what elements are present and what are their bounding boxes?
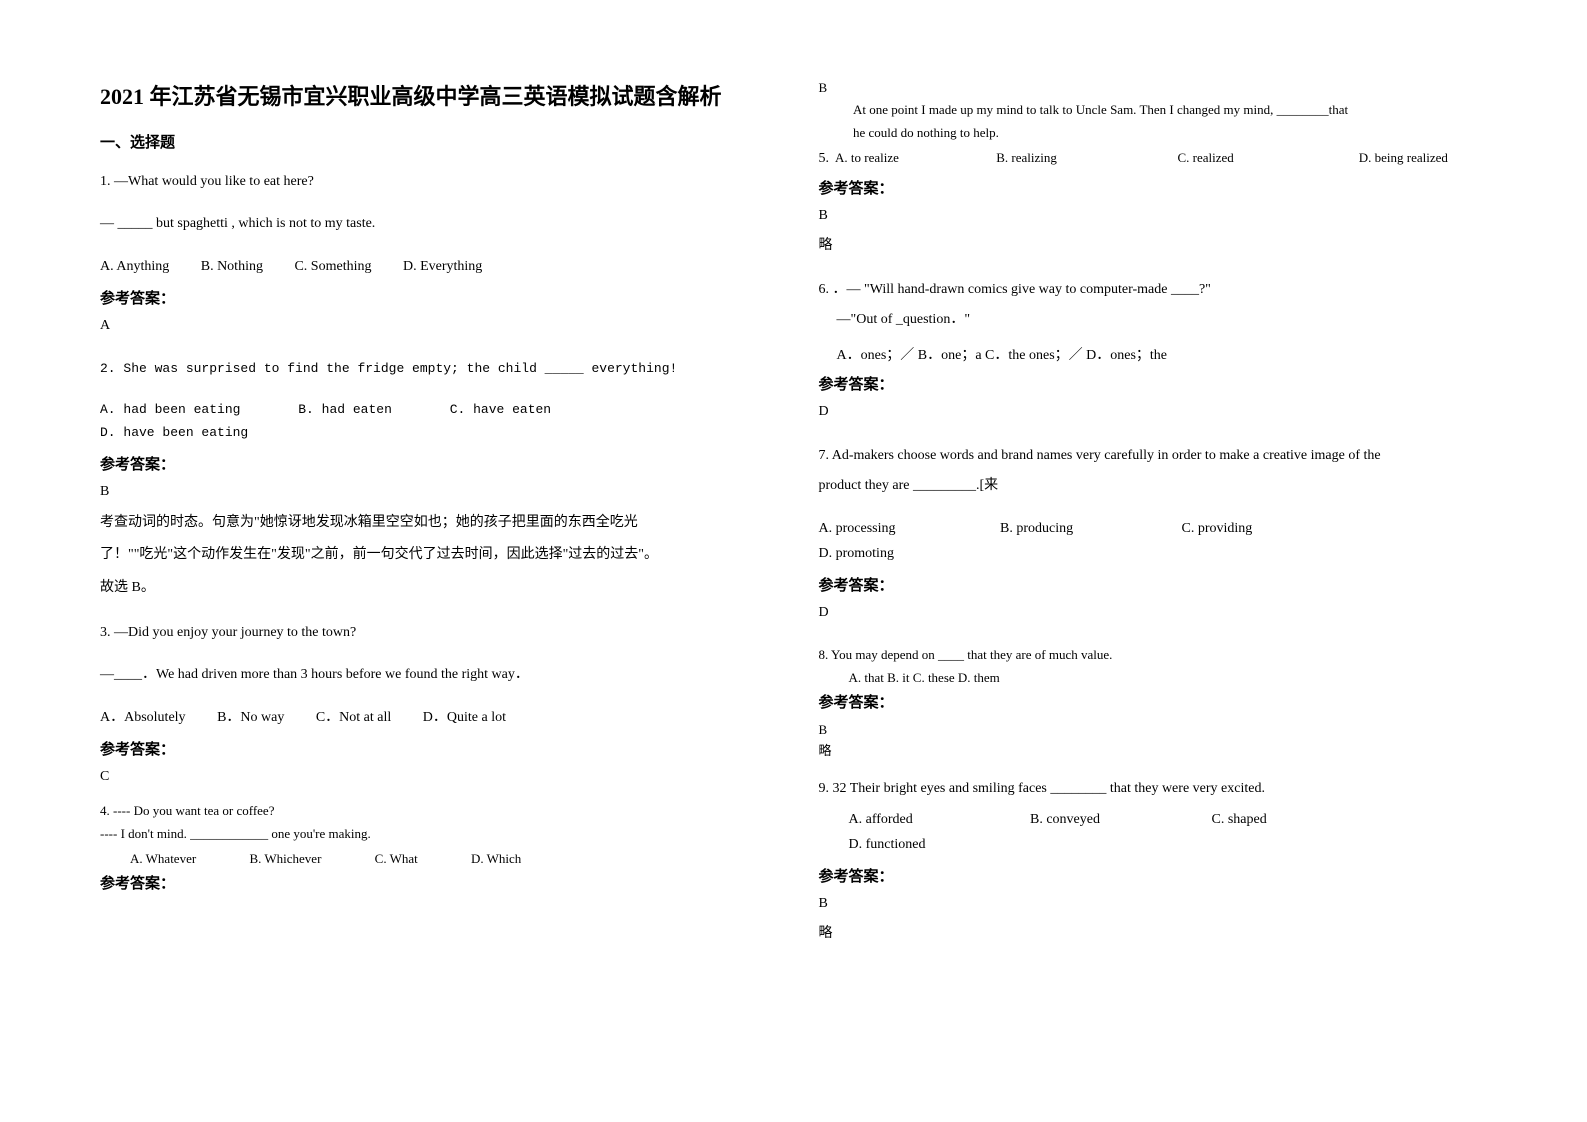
- q7-optC: C. providing: [1182, 516, 1332, 541]
- q5-optC: C. realized: [1178, 146, 1328, 169]
- q8-omit: 略: [819, 740, 1488, 759]
- q2-optC: C. have eaten: [450, 398, 551, 421]
- page-container: 2021 年江苏省无锡市宜兴职业高级中学高三英语模拟试题含解析 一、选择题 1.…: [100, 80, 1487, 1082]
- q9-optD: D. functioned: [849, 832, 999, 857]
- q2-optA: A. had been eating: [100, 398, 240, 421]
- q5-optD: D. being realized: [1359, 146, 1448, 169]
- q2-optB: B. had eaten: [298, 398, 392, 421]
- q5-optB: B. realizing: [996, 146, 1146, 169]
- q3-optA: A．Absolutely: [100, 705, 186, 730]
- q1-line1: 1. —What would you like to eat here?: [100, 170, 769, 194]
- q1-optC: C. Something: [294, 254, 371, 279]
- q2-exp3: 故选 B。: [100, 575, 769, 602]
- question-8: 8. You may depend on ____ that they are …: [819, 645, 1488, 763]
- q4-optB: B. Whichever: [249, 847, 321, 870]
- q9-omit: 略: [819, 922, 1488, 942]
- q8-answer-label: 参考答案：: [819, 691, 1488, 712]
- q3-answer-label: 参考答案：: [100, 738, 769, 759]
- q5-num: 5.: [819, 151, 830, 169]
- q4-optA: A. Whatever: [130, 847, 196, 870]
- q9-optC: C. shaped: [1212, 807, 1362, 832]
- q2-answer: B: [100, 484, 769, 500]
- q2-answer-label: 参考答案：: [100, 453, 769, 474]
- q6-answer-label: 参考答案：: [819, 373, 1488, 394]
- question-4: 4. ---- Do you want tea or coffee? ---- …: [100, 801, 769, 893]
- q9-optA: A. afforded: [849, 807, 999, 832]
- q4-answer-label: 参考答案：: [100, 872, 769, 893]
- q4-options: A. Whatever B. Whichever C. What D. Whic…: [100, 847, 769, 870]
- q1-optD: D. Everything: [403, 254, 482, 279]
- right-column: B 5. At one point I made up my mind to t…: [819, 80, 1488, 1082]
- q6-line1: 6. ．— "Will hand-drawn comics give way t…: [819, 278, 1488, 302]
- q9-answer: B: [819, 896, 1488, 912]
- q1-optA: A. Anything: [100, 254, 169, 279]
- q4-answer: B: [819, 80, 1488, 96]
- q7-options: A. processing B. producing C. providing …: [819, 516, 1488, 566]
- q2-options: A. had been eating B. had eaten C. have …: [100, 398, 769, 445]
- q5-answer-label: 参考答案：: [819, 177, 1488, 198]
- q3-line1: 3. —Did you enjoy your journey to the to…: [100, 621, 769, 645]
- q3-optB: B．No way: [217, 705, 284, 730]
- q5-line2: he could do nothing to help.: [835, 123, 1487, 144]
- q3-options: A．Absolutely B．No way C．Not at all D．Qui…: [100, 705, 769, 730]
- q9-optB: B. conveyed: [1030, 807, 1180, 832]
- q2-exp1: 考查动词的时态。句意为"她惊讶地发现冰箱里空空如也；她的孩子把里面的东西全吃光: [100, 510, 769, 537]
- q6-answer: D: [819, 404, 1488, 420]
- q1-optB: B. Nothing: [201, 254, 263, 279]
- question-6: 6. ．— "Will hand-drawn comics give way t…: [819, 278, 1488, 430]
- q7-optA: A. processing: [819, 516, 969, 541]
- q7-optB: B. producing: [1000, 516, 1150, 541]
- q1-answer: A: [100, 318, 769, 334]
- question-1: 1. —What would you like to eat here? — _…: [100, 170, 769, 344]
- q5-omit: 略: [819, 234, 1488, 254]
- q1-answer-label: 参考答案：: [100, 287, 769, 308]
- q1-options: A. Anything B. Nothing C. Something D. E…: [100, 254, 769, 279]
- left-column: 2021 年江苏省无锡市宜兴职业高级中学高三英语模拟试题含解析 一、选择题 1.…: [100, 80, 769, 1082]
- q7-optD: D. promoting: [819, 541, 969, 566]
- q9-answer-label: 参考答案：: [819, 865, 1488, 886]
- question-7: 7. Ad-makers choose words and brand name…: [819, 444, 1488, 631]
- q7-line2: product they are _________.[来: [819, 474, 1488, 498]
- q7-answer: D: [819, 605, 1488, 621]
- q5-answer: B: [819, 208, 1488, 224]
- q8-answer: B: [819, 722, 1488, 738]
- question-5: 5. At one point I made up my mind to tal…: [819, 100, 1488, 264]
- q3-optC: C．Not at all: [316, 705, 391, 730]
- q4-line2: ---- I don't mind. ____________ one you'…: [100, 824, 769, 845]
- q3-line2: —____．We had driven more than 3 hours be…: [100, 663, 769, 687]
- q3-answer: C: [100, 769, 769, 785]
- q4-line1: 4. ---- Do you want tea or coffee?: [100, 801, 769, 822]
- question-2: 2. She was surprised to find the fridge …: [100, 358, 769, 608]
- q4-optD: D. Which: [471, 847, 521, 870]
- q5-options: A. to realize B. realizing C. realized D…: [835, 146, 1487, 169]
- q6-line2: —"Out of _question．": [819, 308, 1488, 332]
- q9-options: A. afforded B. conveyed C. shaped D. fun…: [819, 807, 1488, 857]
- section-header: 一、选择题: [100, 131, 769, 152]
- question-3: 3. —Did you enjoy your journey to the to…: [100, 621, 769, 787]
- question-9: 9. 32 Their bright eyes and smiling face…: [819, 777, 1488, 952]
- q1-line2: — _____ but spaghetti , which is not to …: [100, 212, 769, 236]
- q9-line1: 9. 32 Their bright eyes and smiling face…: [819, 777, 1488, 801]
- q2-optD: D. have been eating: [100, 421, 248, 444]
- q2-line1: 2. She was surprised to find the fridge …: [100, 358, 769, 380]
- document-title: 2021 年江苏省无锡市宜兴职业高级中学高三英语模拟试题含解析: [100, 80, 769, 113]
- q4-optC: C. What: [375, 847, 418, 870]
- q6-opts: A．ones；／ B．one；a C．the ones；／ D．ones；the: [819, 344, 1488, 368]
- q3-optD: D．Quite a lot: [423, 705, 506, 730]
- q8-opts: A. that B. it C. these D. them: [819, 668, 1488, 689]
- q2-exp2: 了！""吃光"这个动作发生在"发现"之前，前一句交代了过去时间，因此选择"过去的…: [100, 542, 769, 569]
- q8-line1: 8. You may depend on ____ that they are …: [819, 645, 1488, 666]
- q7-line1: 7. Ad-makers choose words and brand name…: [819, 444, 1488, 468]
- q7-answer-label: 参考答案：: [819, 574, 1488, 595]
- q5-optA: A. to realize: [835, 146, 965, 169]
- q5-line1: At one point I made up my mind to talk t…: [835, 100, 1487, 121]
